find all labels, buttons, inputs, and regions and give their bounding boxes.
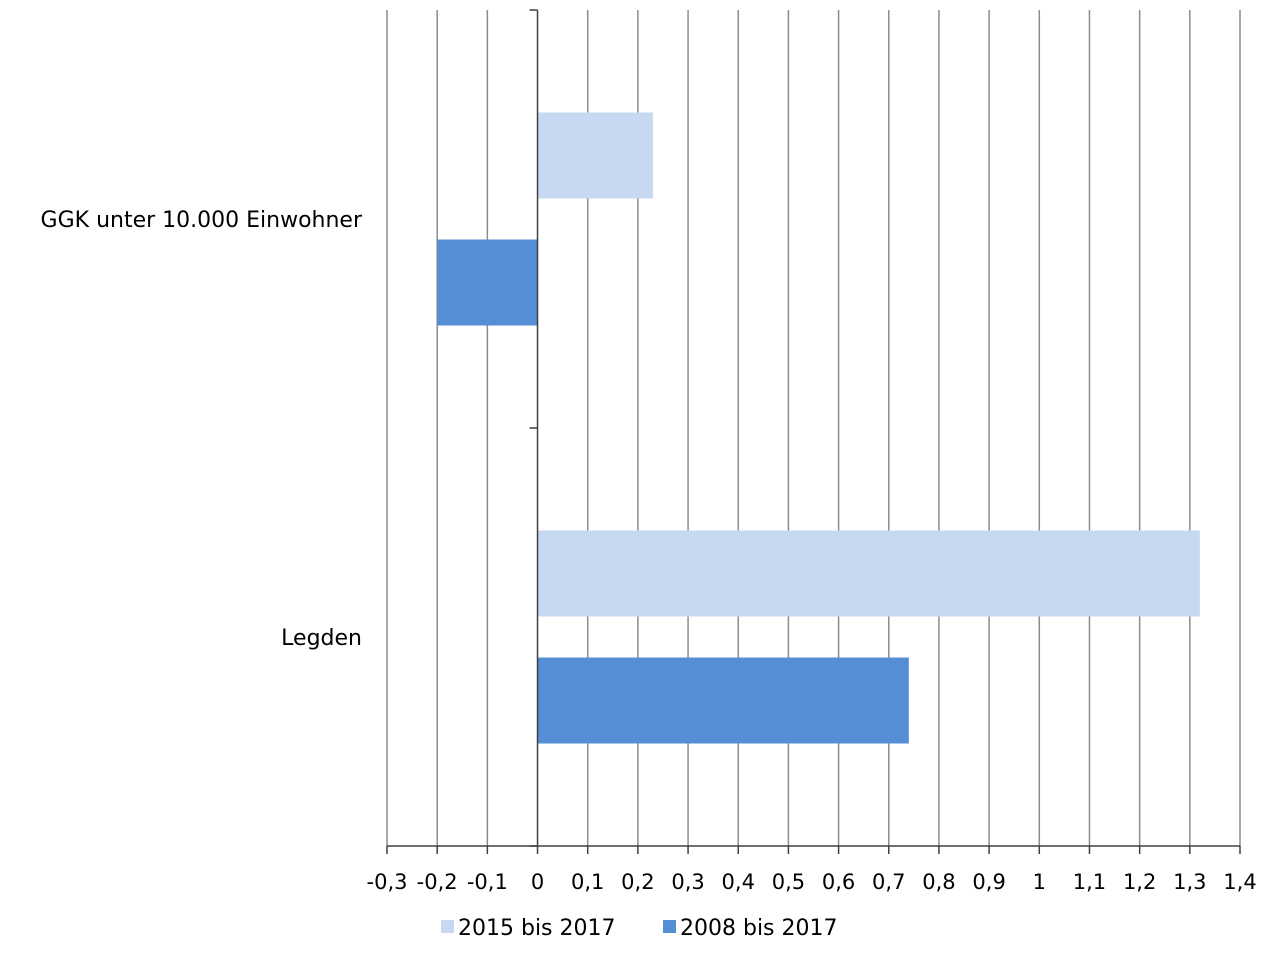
- legend-swatch: [663, 920, 676, 933]
- legend-label: 2008 bis 2017: [680, 916, 838, 941]
- bars: [437, 112, 1200, 744]
- gridlines: [386, 10, 1241, 846]
- x-tick-label: 0,5: [772, 870, 805, 894]
- bar: [437, 239, 538, 326]
- x-tick-label: 0,4: [722, 870, 755, 894]
- category-label: Legden: [281, 626, 362, 651]
- x-tick-label: 0: [531, 870, 544, 894]
- x-tick-label: 1: [1033, 870, 1046, 894]
- x-tick-label: 1,2: [1123, 870, 1156, 894]
- legend: 2015 bis 2017 2008 bis 2017: [441, 916, 838, 941]
- category-label: GGK unter 10.000 Einwohner: [41, 208, 363, 233]
- x-tick-label: -0,1: [467, 870, 508, 894]
- x-tick-label: -0,2: [417, 870, 458, 894]
- x-tick-label: 1,1: [1073, 870, 1106, 894]
- axes: [386, 9, 1241, 854]
- x-tick-label: 1,3: [1173, 870, 1206, 894]
- legend-swatch: [441, 920, 454, 933]
- x-tick-label: 0,9: [972, 870, 1005, 894]
- x-tick-label: 0,8: [922, 870, 955, 894]
- x-tick-label: 0,7: [872, 870, 905, 894]
- x-tick-label: 0,3: [671, 870, 704, 894]
- x-tick-label: -0,3: [367, 870, 408, 894]
- x-tick-labels: -0,3 -0,2 -0,1 0 0,1 0,2 0,3 0,4 0,5 0,6 0,7 0,8 0,9…: [367, 870, 1257, 894]
- x-tick-label: 0,2: [621, 870, 654, 894]
- category-labels: GGK unter 10.000 Einwohner Legden: [41, 208, 363, 651]
- x-tick-label: 0,6: [822, 870, 855, 894]
- bar: [537, 657, 909, 744]
- x-tick-label: 1,4: [1223, 870, 1256, 894]
- x-tick-label: 0,1: [571, 870, 604, 894]
- legend-label: 2015 bis 2017: [458, 916, 616, 941]
- bar: [537, 112, 653, 199]
- bar: [537, 530, 1200, 617]
